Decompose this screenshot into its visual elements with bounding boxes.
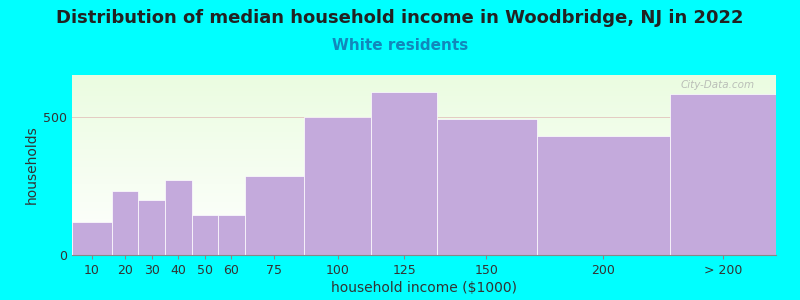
Bar (670, 94, 776, 255)
Text: Distribution of median household income in Woodbridge, NJ in 2022: Distribution of median household income … (56, 9, 744, 27)
Text: City-Data.com: City-Data.com (681, 80, 755, 90)
Bar (72, 222, 112, 255)
Bar (371, 92, 438, 255)
Bar (191, 215, 218, 255)
Bar (112, 191, 138, 255)
Bar (138, 200, 165, 255)
Bar (218, 215, 245, 255)
Bar (438, 119, 537, 255)
Bar (245, 176, 305, 255)
Text: White residents: White residents (332, 38, 468, 52)
Y-axis label: households: households (25, 126, 39, 204)
Bar (305, 116, 371, 255)
Bar (537, 136, 670, 255)
Bar (165, 180, 191, 255)
X-axis label: household income ($1000): household income ($1000) (331, 281, 517, 295)
